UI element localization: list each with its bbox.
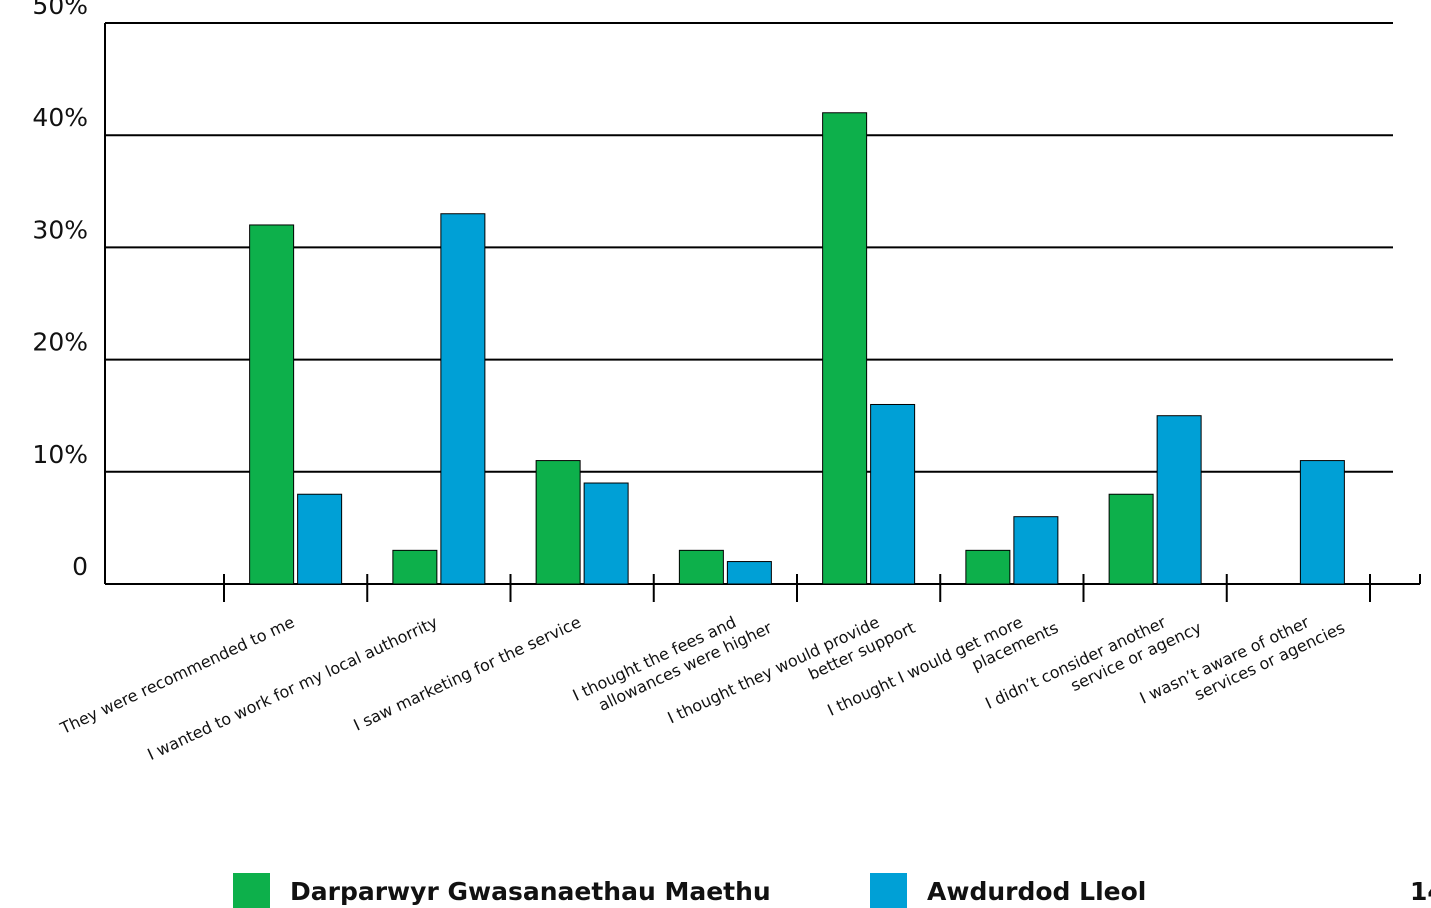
x-tick-label-group: I wanted to work for my local authorrity (144, 612, 440, 764)
bar (249, 224, 295, 585)
bar (1013, 516, 1059, 585)
bar (965, 549, 1011, 585)
bar (440, 213, 486, 585)
legend-label: Awdurdod Lleol (927, 877, 1146, 906)
x-tick-label: I wanted to work for my local authorrity (144, 612, 440, 764)
bar (1156, 415, 1202, 585)
bar (392, 549, 438, 585)
bar (678, 549, 724, 585)
bar (870, 403, 916, 585)
y-tick-label: 30% (32, 215, 88, 244)
bar (822, 112, 868, 585)
y-tick-label: 50% (32, 0, 88, 20)
legend-swatch (233, 873, 270, 908)
y-tick-label: 40% (32, 103, 88, 132)
bar (726, 561, 772, 585)
x-tick-label: They were recommended to me (56, 612, 297, 738)
x-tick-label-group: I saw marketing for the service (351, 612, 584, 734)
bar (1108, 493, 1154, 585)
y-tick-label: 0 (72, 552, 88, 581)
legend-label: Darparwyr Gwasanaethau Maethu (290, 877, 771, 906)
bar (297, 493, 343, 585)
bar (535, 460, 581, 585)
bar (583, 482, 629, 585)
x-tick-label: I saw marketing for the service (351, 612, 584, 734)
x-tick-label-group: They were recommended to me (56, 612, 297, 738)
legend-swatch (870, 873, 907, 908)
y-tick-label: 10% (32, 440, 88, 469)
y-tick-label: 20% (32, 328, 88, 357)
bar (1299, 460, 1345, 585)
page-number: 14 (1410, 877, 1431, 906)
